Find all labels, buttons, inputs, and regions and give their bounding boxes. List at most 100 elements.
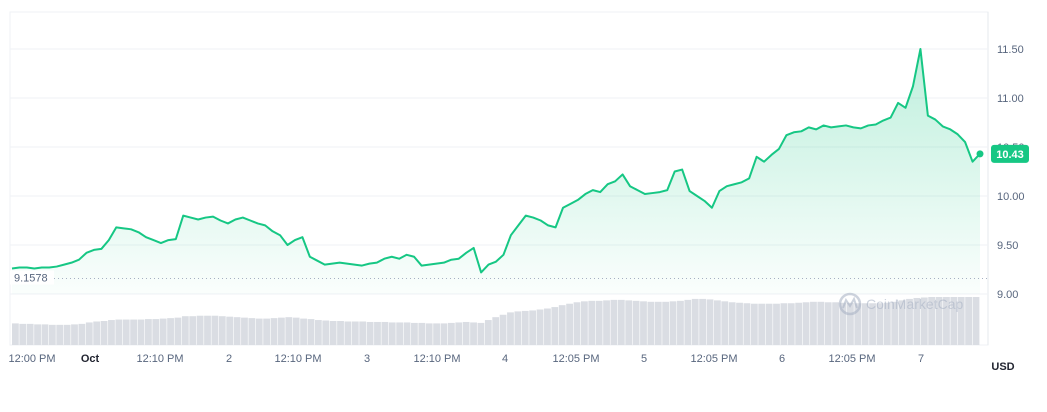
baseline-marker: 9.1578 — [10, 270, 988, 285]
volume-bar — [743, 303, 751, 345]
watermark-text: CoinMarketCap — [866, 296, 963, 312]
volume-bar — [551, 307, 559, 345]
volume-bar — [12, 323, 19, 345]
volume-bar — [544, 308, 551, 345]
volume-bar — [211, 315, 219, 345]
volume-bar — [366, 321, 374, 345]
volume-bar — [447, 322, 455, 345]
volume-bar — [130, 319, 138, 345]
volume-bar — [263, 318, 271, 345]
volume-bar — [63, 324, 71, 345]
volume-bar — [869, 303, 876, 345]
volume-bar — [322, 320, 330, 345]
volume-bar — [943, 297, 950, 345]
volume-bar — [521, 310, 529, 345]
volume-bar — [48, 324, 56, 345]
volume-bar — [713, 300, 721, 345]
volume-bar — [802, 302, 810, 345]
x-tick-label: 7 — [918, 353, 924, 365]
y-tick-label: 11.50 — [997, 44, 1024, 56]
volume-bar — [595, 300, 603, 345]
volume-bar — [152, 319, 160, 345]
volume-bar — [957, 297, 965, 345]
volume-bar — [388, 322, 396, 345]
volume-bar — [920, 297, 928, 345]
volume-bar — [839, 302, 847, 345]
volume-bar — [773, 303, 780, 345]
baseline-label-bg — [10, 270, 54, 285]
x-tick-label: 6 — [779, 353, 785, 365]
volume-bar — [580, 301, 588, 345]
volume-bar — [662, 301, 670, 345]
current-price-dot — [976, 150, 984, 158]
volume-bar — [337, 321, 344, 345]
volume-bar — [85, 322, 93, 345]
volume-bar — [832, 302, 839, 345]
volume-bar — [56, 324, 64, 345]
volume-bar — [536, 309, 544, 345]
volume-bar — [196, 315, 204, 345]
volume-bar — [425, 323, 433, 345]
current-price-label: 10.43 — [996, 149, 1024, 161]
volume-bar — [218, 316, 226, 345]
volume-bar — [699, 298, 706, 345]
volume-bar — [706, 299, 714, 345]
volume-bar — [381, 321, 389, 345]
volume-bar — [477, 322, 485, 345]
volume-bar — [100, 321, 108, 345]
volume-bar — [573, 302, 581, 345]
price-line-group — [11, 48, 981, 274]
volume-bar — [329, 321, 337, 345]
y-tick-label: 9.50 — [997, 240, 1018, 252]
volume-bar — [241, 317, 248, 345]
volume-bar — [189, 316, 197, 345]
volume-bar — [514, 311, 522, 345]
volume-bar — [965, 297, 973, 345]
volume-bar — [861, 303, 869, 345]
volume-bar — [654, 301, 662, 345]
volume-bar — [728, 302, 736, 345]
volume-bar — [462, 321, 470, 345]
x-tick-label: 5 — [641, 353, 647, 365]
volume-bar — [898, 300, 906, 345]
volume-bar — [647, 301, 655, 345]
volume-bar — [248, 318, 256, 345]
volume-bar — [632, 300, 640, 345]
volume-bar — [300, 318, 307, 345]
volume-bar — [669, 301, 677, 345]
volume-bar — [499, 314, 507, 345]
volume-bar — [972, 297, 980, 345]
volume-bar — [588, 300, 596, 345]
volume-bar — [174, 317, 182, 345]
volume-bar — [26, 323, 34, 345]
volume-bar — [396, 322, 404, 345]
volume-bar — [145, 319, 152, 345]
volume-bar — [374, 321, 381, 345]
volume-bar — [883, 302, 891, 345]
volume-bar — [270, 318, 278, 345]
volume-bar — [928, 297, 936, 345]
x-tick-label: 12:10 PM — [274, 353, 321, 365]
volume-bar — [108, 320, 115, 345]
x-tick-label: 12:00 PM — [8, 353, 55, 365]
volume-bar — [440, 323, 448, 345]
volume-bar — [684, 299, 692, 345]
volume-bar — [736, 302, 743, 345]
volume-bar — [876, 303, 884, 345]
volume-bar — [351, 321, 359, 345]
volume-bar — [677, 300, 684, 345]
x-tick-label: 2 — [226, 353, 232, 365]
current-price-badge-bg — [991, 144, 1029, 163]
volume-bar — [455, 322, 463, 345]
volume-bar — [906, 298, 913, 345]
volume-bar — [817, 301, 825, 345]
volume-bar — [795, 302, 803, 345]
x-tick-label: 12:05 PM — [552, 353, 599, 365]
x-axis-ticks: 12:00 PM Oct 12:10 PM 2 12:10 PM 3 12:10 PM 4 12… — [8, 353, 924, 365]
volume-bar — [891, 301, 899, 345]
volume-bar — [314, 320, 322, 345]
volume-bar — [603, 300, 610, 345]
